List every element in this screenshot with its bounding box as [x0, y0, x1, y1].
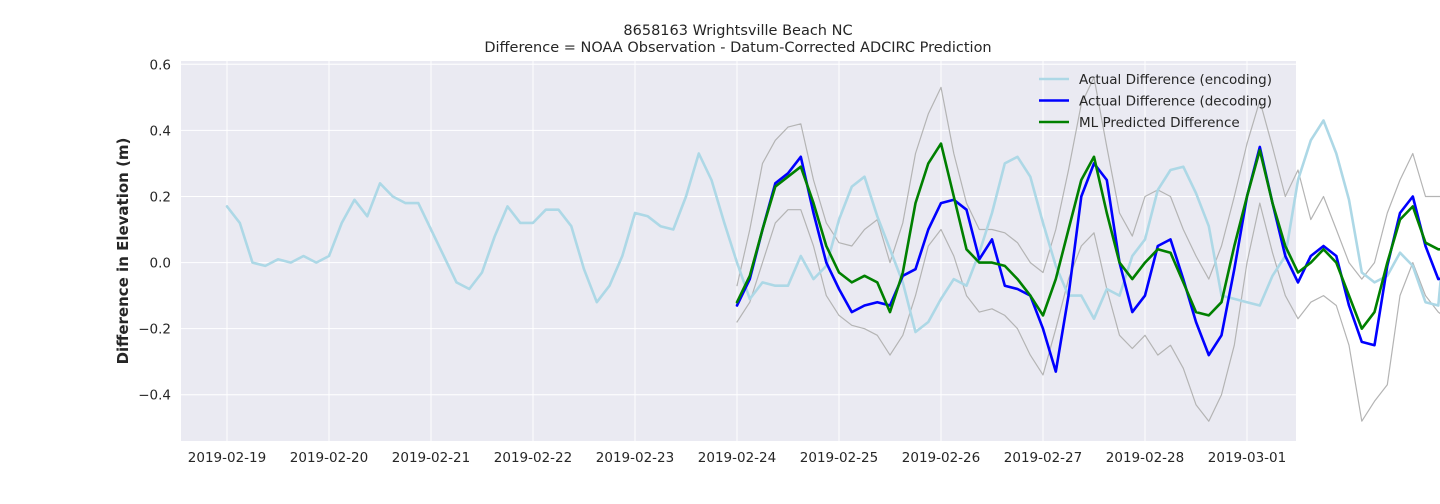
x-tick-label: 2019-02-28 [1106, 450, 1184, 466]
x-tick-label: 2019-02-22 [494, 450, 572, 466]
x-tick-label: 2019-02-27 [1004, 450, 1082, 466]
legend-label-ml-predicted-difference: ML Predicted Difference [1079, 115, 1240, 131]
y-axis-label: Difference in Elevation (m) [114, 138, 132, 365]
chart-title: 8658163 Wrightsville Beach NC [623, 23, 853, 39]
x-tick-label: 2019-02-19 [188, 450, 266, 466]
chart-subtitle: Difference = NOAA Observation - Datum-Co… [484, 40, 992, 56]
x-tick-label: 2019-02-24 [698, 450, 776, 466]
y-tick-label: −0.2 [138, 322, 171, 338]
y-tick-label: 0.6 [150, 57, 171, 73]
x-tick-label: 2019-02-20 [290, 450, 368, 466]
lower-envelope-line [736, 202, 1440, 422]
x-axis-ticks: 2019-02-19 2019-02-20 2019-02-21 2019-02-22… [188, 450, 1286, 466]
upper-envelope-line [736, 76, 1440, 287]
x-tick-label: 2019-02-23 [596, 450, 674, 466]
y-tick-label: −0.4 [138, 388, 171, 404]
y-tick-label: 0.4 [150, 123, 171, 139]
actual-difference-encoding-line [225, 119, 1440, 334]
y-tick-label: 0.2 [150, 189, 171, 205]
x-tick-label: 2019-02-26 [902, 450, 980, 466]
actual-difference-decoding-line [735, 145, 1440, 373]
x-tick-label: 2019-02-25 [800, 450, 878, 466]
plot-area [181, 61, 1296, 441]
legend-label-actual-difference-encoding: Actual Difference (encoding) [1079, 72, 1272, 88]
ml-predicted-difference-line [735, 142, 1440, 330]
legend: Actual Difference (encoding) Actual Diffe… [1039, 72, 1272, 131]
x-tick-label: 2019-03-01 [1208, 450, 1286, 466]
grid-lines [181, 61, 1296, 441]
legend-label-actual-difference-decoding: Actual Difference (decoding) [1079, 94, 1272, 110]
series-layer [225, 76, 1440, 422]
y-tick-label: 0.0 [150, 256, 171, 272]
x-tick-label: 2019-02-21 [392, 450, 470, 466]
y-axis-ticks: −0.4 −0.2 0.0 0.2 0.4 0.6 [138, 57, 171, 403]
